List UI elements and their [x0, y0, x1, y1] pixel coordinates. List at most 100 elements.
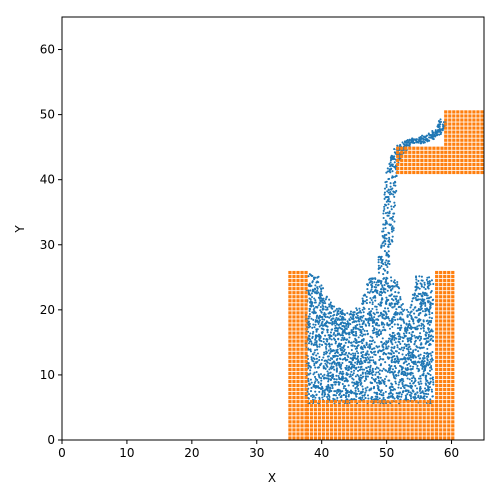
water-particle: [321, 389, 324, 392]
water-particle: [388, 337, 391, 340]
boundary-particle: [448, 130, 452, 134]
water-particle: [353, 382, 356, 386]
boundary-particle: [444, 162, 448, 167]
boundary-particle: [366, 428, 370, 432]
boundary-particle: [350, 412, 354, 416]
water-particle: [390, 338, 394, 341]
boundary-particle: [296, 359, 300, 363]
water-particle: [413, 395, 417, 398]
boundary-particle: [447, 274, 451, 279]
water-particle: [380, 302, 383, 305]
water-particle: [373, 327, 376, 330]
boundary-particle: [439, 436, 443, 440]
water-particle: [382, 348, 385, 351]
boundary-particle: [408, 170, 412, 175]
water-particle: [374, 305, 377, 308]
water-particle: [399, 358, 402, 361]
water-particle: [391, 235, 394, 238]
water-particle: [424, 378, 428, 381]
water-particle: [313, 364, 316, 367]
boundary-particle: [448, 166, 452, 171]
water-particle: [388, 232, 391, 235]
boundary-particle: [435, 420, 439, 424]
boundary-particle: [354, 404, 358, 408]
water-particle: [352, 366, 355, 369]
boundary-particle: [296, 270, 300, 275]
boundary-particle: [464, 142, 468, 146]
water-particle: [323, 324, 326, 327]
water-particle: [379, 266, 382, 269]
boundary-particle: [468, 122, 472, 126]
water-particle: [353, 345, 356, 348]
water-particle: [312, 385, 315, 388]
boundary-particle: [309, 400, 314, 404]
boundary-particle: [480, 150, 484, 154]
y-tick-label: 10: [40, 368, 55, 382]
boundary-particle: [406, 404, 410, 408]
water-particle: [439, 120, 443, 123]
water-particle: [430, 337, 433, 340]
boundary-particle: [334, 424, 338, 428]
boundary-particle: [439, 432, 443, 436]
boundary-particle: [416, 162, 420, 167]
boundary-particle: [420, 150, 424, 154]
boundary-particle: [456, 146, 460, 150]
water-particle: [375, 345, 378, 348]
water-particle: [398, 381, 401, 384]
boundary-particle: [288, 307, 292, 311]
boundary-particle: [422, 432, 426, 436]
water-particle: [371, 325, 374, 328]
boundary-particle: [444, 154, 448, 158]
water-particle: [426, 379, 429, 382]
boundary-particle: [346, 428, 350, 432]
boundary-particle: [342, 400, 346, 404]
water-particle: [418, 369, 421, 372]
boundary-particle: [382, 400, 386, 404]
boundary-particle: [304, 311, 308, 315]
boundary-particle: [288, 396, 292, 400]
water-particle: [360, 347, 363, 350]
water-particle: [339, 370, 342, 373]
water-particle: [357, 358, 360, 362]
water-particle: [422, 329, 425, 333]
water-particle: [387, 188, 390, 191]
boundary-particle: [430, 428, 434, 432]
water-particle: [387, 310, 390, 313]
water-particle: [350, 365, 354, 368]
boundary-particle: [443, 315, 447, 319]
boundary-particle: [468, 118, 472, 122]
water-particle: [361, 390, 364, 393]
water-particle: [396, 318, 399, 321]
water-particle: [350, 317, 353, 320]
boundary-particle: [443, 359, 447, 363]
boundary-particle: [304, 383, 308, 388]
boundary-particle: [444, 150, 448, 154]
boundary-particle: [378, 432, 382, 436]
water-particle: [383, 284, 386, 287]
water-particle: [393, 180, 397, 183]
boundary-particle: [390, 436, 394, 440]
water-particle: [325, 338, 328, 341]
water-particle: [402, 373, 405, 377]
water-particle: [413, 334, 416, 337]
boundary-particle: [313, 420, 318, 424]
boundary-particle: [288, 331, 292, 335]
water-particle: [428, 360, 431, 364]
boundary-particle: [292, 287, 296, 291]
water-particle: [429, 343, 432, 346]
water-particle: [410, 327, 413, 331]
water-particle: [434, 129, 437, 132]
water-particle: [331, 317, 334, 320]
water-particle: [342, 350, 345, 353]
water-particle: [390, 385, 393, 388]
boundary-particle: [414, 424, 418, 428]
boundary-particle: [443, 323, 447, 327]
water-particle: [413, 292, 416, 295]
boundary-particle: [292, 295, 296, 299]
boundary-particle: [288, 428, 292, 432]
boundary-particle: [374, 404, 378, 408]
boundary-particle: [439, 283, 443, 287]
boundary-particle: [468, 130, 472, 134]
water-particle: [421, 134, 424, 137]
water-particle: [372, 378, 375, 381]
